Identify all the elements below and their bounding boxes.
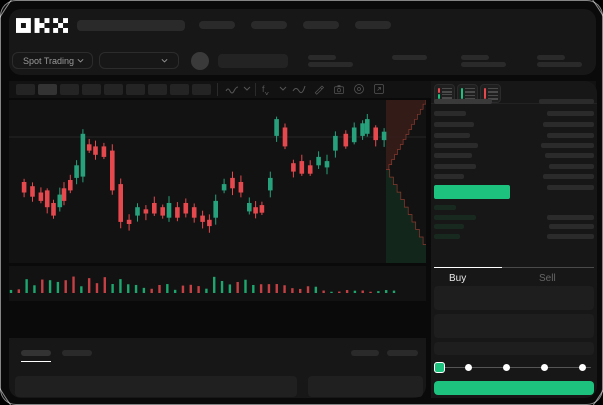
svg-text:fx: fx [262,84,270,95]
